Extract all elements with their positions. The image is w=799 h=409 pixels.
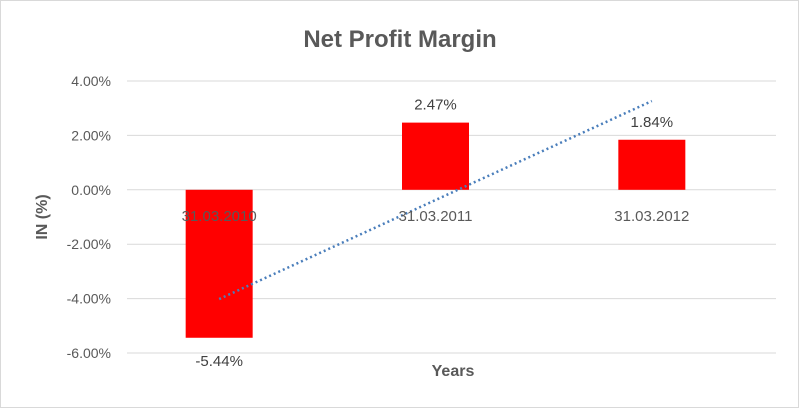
y-tick-label: 4.00% <box>71 73 111 89</box>
x-category-label: 31.03.2011 <box>399 208 473 225</box>
bar <box>185 189 253 338</box>
y-tick-label: -4.00% <box>67 291 111 307</box>
bar <box>618 139 686 190</box>
y-axis-ticks: 4.00% 2.00% 0.00% -2.00% -4.00% -6.00% <box>67 73 111 361</box>
y-tick-label: 2.00% <box>71 127 111 143</box>
chart-title: Net Profit Margin <box>303 26 496 53</box>
y-tick-label: -2.00% <box>67 236 111 252</box>
y-axis-title: IN (%) <box>34 194 51 239</box>
x-category-label: 31.03.2010 <box>182 208 257 225</box>
bar <box>402 122 469 190</box>
data-labels: -5.44% 2.47% 1.84% <box>195 97 673 370</box>
bars <box>185 122 686 338</box>
trendline-path <box>218 99 653 301</box>
data-label: 2.47% <box>414 97 457 114</box>
y-tick-label: -6.00% <box>67 345 111 361</box>
data-label: -5.44% <box>195 353 243 370</box>
x-axis-title: Years <box>432 363 475 380</box>
data-label: 1.84% <box>631 114 674 131</box>
trendline <box>218 99 653 301</box>
x-category-label: 31.03.2012 <box>614 208 689 225</box>
y-tick-label: 0.00% <box>71 182 111 198</box>
x-axis-categories: 31.03.2010 31.03.2011 31.03.2012 <box>182 208 690 225</box>
